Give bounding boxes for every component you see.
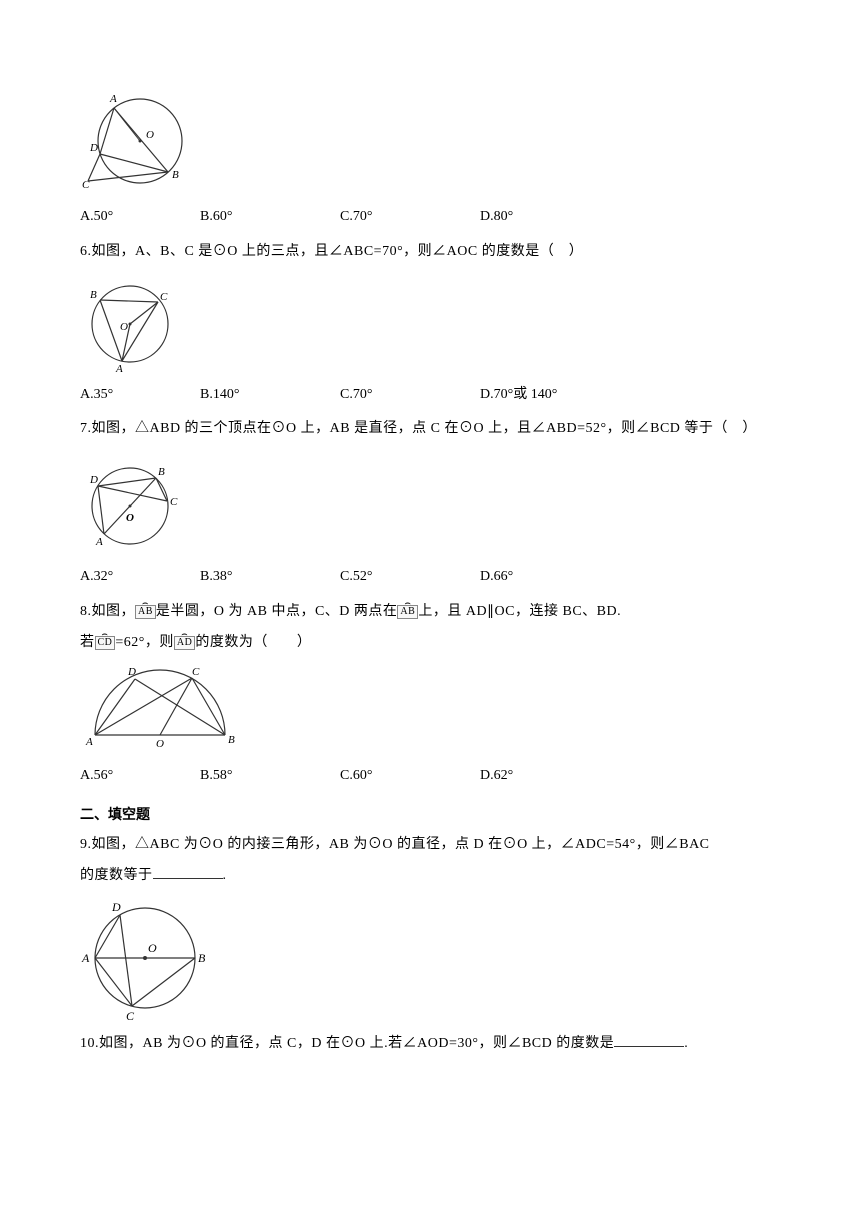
svg-text:C: C xyxy=(160,291,168,303)
q10-text: 10.如图，AB 为⊙O 的直径，点 C，D 在⊙O 上.若∠AOD=30°，则… xyxy=(80,1029,780,1060)
q8-option-a: A.56° xyxy=(80,761,200,792)
q9-end: . xyxy=(223,868,227,883)
svg-text:C: C xyxy=(170,496,178,508)
q9-text-line2: 的度数等于. xyxy=(80,861,780,892)
q8-options: A.56° B.58° C.60° D.62° xyxy=(80,761,780,792)
q5-option-a: A.50° xyxy=(80,202,200,233)
svg-text:O: O xyxy=(148,941,157,955)
q5-option-d: D.80° xyxy=(480,202,513,233)
svg-text:C: C xyxy=(192,666,200,678)
q8-option-b: B.58° xyxy=(200,761,340,792)
svg-text:C: C xyxy=(126,1009,135,1023)
arc-ad: AD xyxy=(174,636,195,650)
svg-text:D: D xyxy=(127,666,136,678)
q9-figure: A B D C O xyxy=(80,898,780,1023)
question-10: 10.如图，AB 为⊙O 的直径，点 C，D 在⊙O 上.若∠AOD=30°，则… xyxy=(80,1029,780,1060)
q8-l2-mid: =62°，则 xyxy=(115,635,174,650)
q8-text-pre: 8.如图， xyxy=(80,604,135,619)
q7-option-c: C.52° xyxy=(340,562,480,593)
arc-ab-2: AB xyxy=(397,605,418,619)
q10-end: . xyxy=(684,1036,688,1051)
svg-text:A: A xyxy=(85,736,93,748)
q7-figure: D B C O A xyxy=(80,451,780,556)
svg-text:B: B xyxy=(158,466,165,478)
svg-text:A: A xyxy=(115,363,123,374)
q8-l2-end: 的度数为（ ） xyxy=(195,635,311,650)
svg-text:B: B xyxy=(198,951,206,965)
q8-option-c: C.60° xyxy=(340,761,480,792)
q10-pre: 10.如图，AB 为⊙O 的直径，点 C，D 在⊙O 上.若∠AOD=30°，则… xyxy=(80,1036,614,1051)
question-5: A O D C B A.50° B.60° C.70° D.80° xyxy=(80,86,780,233)
arc-ab-1: AB xyxy=(135,605,156,619)
q6-option-c: C.70° xyxy=(340,380,480,411)
svg-text:O: O xyxy=(156,738,164,750)
svg-text:B: B xyxy=(172,169,179,181)
q8-text-mid2: 上，且 AD∥OC，连接 BC、BD. xyxy=(418,604,621,619)
svg-text:O: O xyxy=(120,321,128,333)
q6-options: A.35° B.140° C.70° D.70°或 140° xyxy=(80,380,780,411)
q5-option-c: C.70° xyxy=(340,202,480,233)
q5-option-b: B.60° xyxy=(200,202,340,233)
q6-option-d: D.70°或 140° xyxy=(480,380,557,411)
q8-text-line2: 若CD=62°，则AD的度数为（ ） xyxy=(80,628,780,659)
q8-figure: A O B D C xyxy=(80,665,780,755)
q7-options: A.32° B.38° C.52° D.66° xyxy=(80,562,780,593)
q7-option-d: D.66° xyxy=(480,562,513,593)
q8-l2-pre: 若 xyxy=(80,635,95,650)
q8-text-line1: 8.如图，AB是半圆，O 为 AB 中点，C、D 两点在AB上，且 AD∥OC，… xyxy=(80,597,780,628)
q6-option-b: B.140° xyxy=(200,380,340,411)
q5-figure: A O D C B xyxy=(80,86,780,196)
svg-text:A: A xyxy=(95,536,103,548)
question-8: 8.如图，AB是半圆，O 为 AB 中点，C、D 两点在AB上，且 AD∥OC，… xyxy=(80,597,780,791)
q5-options: A.50° B.60° C.70° D.80° xyxy=(80,202,780,233)
question-6: 6.如图，A、B、C 是⊙O 上的三点，且∠ABC=70°，则∠AOC 的度数是… xyxy=(80,237,780,411)
q10-blank xyxy=(614,1032,684,1047)
q9-text-line1: 9.如图，△ABC 为⊙O 的内接三角形，AB 为⊙O 的直径，点 D 在⊙O … xyxy=(80,830,780,861)
q6-option-a: A.35° xyxy=(80,380,200,411)
svg-text:C: C xyxy=(82,179,90,191)
section-2-title: 二、填空题 xyxy=(80,799,780,830)
arc-cd: CD xyxy=(95,636,116,650)
q7-option-b: B.38° xyxy=(200,562,340,593)
svg-text:D: D xyxy=(89,474,98,486)
question-9: 9.如图，△ABC 为⊙O 的内接三角形，AB 为⊙O 的直径，点 D 在⊙O … xyxy=(80,830,780,1023)
q6-text: 6.如图，A、B、C 是⊙O 上的三点，且∠ABC=70°，则∠AOC 的度数是… xyxy=(80,237,780,268)
q9-blank xyxy=(153,864,223,879)
q8-option-d: D.62° xyxy=(480,761,513,792)
svg-text:A: A xyxy=(109,93,117,105)
svg-text:D: D xyxy=(89,142,98,154)
q7-text: 7.如图，△ABD 的三个顶点在⊙O 上，AB 是直径，点 C 在⊙O 上，且∠… xyxy=(80,414,780,445)
svg-text:B: B xyxy=(228,734,235,746)
q9-l2: 的度数等于 xyxy=(80,868,153,883)
q6-figure: B C O A xyxy=(80,274,780,374)
svg-text:B: B xyxy=(90,289,97,301)
svg-text:A: A xyxy=(81,951,90,965)
q8-text-mid1: 是半圆，O 为 AB 中点，C、D 两点在 xyxy=(156,604,398,619)
svg-text:O: O xyxy=(146,129,154,141)
svg-text:D: D xyxy=(111,900,121,914)
svg-text:O: O xyxy=(126,512,134,524)
q7-option-a: A.32° xyxy=(80,562,200,593)
question-7: 7.如图，△ABD 的三个顶点在⊙O 上，AB 是直径，点 C 在⊙O 上，且∠… xyxy=(80,414,780,593)
